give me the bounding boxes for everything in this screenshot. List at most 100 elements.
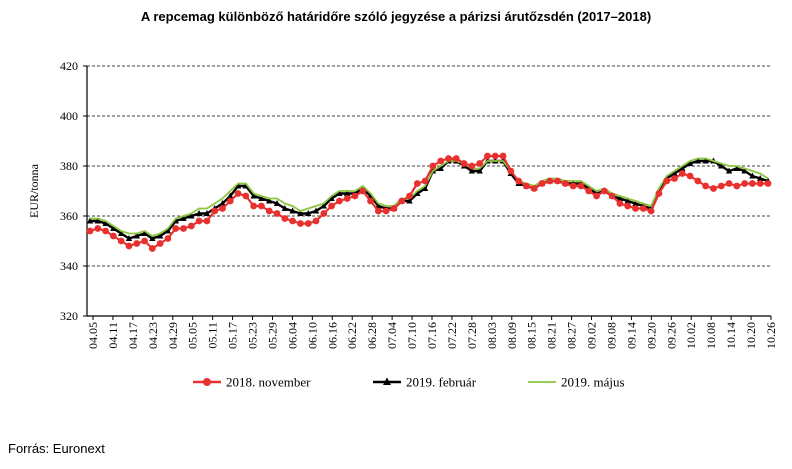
data-point (647, 207, 655, 215)
data-point (616, 195, 624, 201)
data-point (523, 182, 530, 190)
x-tick-label: 07.28 (465, 322, 479, 349)
data-point (343, 195, 351, 202)
x-tick-label: 07.22 (445, 322, 459, 349)
data-point (702, 157, 709, 164)
data-point (125, 242, 133, 250)
x-tick-label: 07.16 (425, 322, 439, 349)
data-point (148, 245, 156, 252)
legend-label: 2019. május (561, 375, 625, 390)
data-point (476, 160, 484, 167)
data-point (187, 222, 195, 230)
y-tick-label: 400 (60, 109, 78, 123)
legend: 2018. november 2019. február 2019. május (193, 375, 625, 390)
data-point (406, 192, 413, 200)
x-tick-label: 04.17 (126, 322, 140, 349)
data-point (273, 210, 281, 217)
x-tick-label: 10.26 (764, 322, 778, 349)
data-point (710, 185, 717, 192)
data-point (632, 205, 639, 212)
data-point (733, 165, 741, 171)
data-point (460, 160, 468, 167)
data-point (437, 157, 445, 165)
x-tick-label: 06.04 (285, 322, 299, 349)
data-point (320, 202, 327, 209)
data-point (343, 190, 351, 196)
data-point (211, 207, 219, 215)
legend-marker (383, 377, 391, 385)
x-tick-label: 06.22 (345, 322, 359, 349)
y-tick-label: 340 (60, 259, 78, 273)
data-point (117, 237, 125, 245)
data-point (328, 195, 335, 201)
data-point (289, 207, 296, 214)
data-point (476, 167, 483, 174)
x-tick-label: 09.14 (624, 322, 638, 349)
x-tick-label: 07.04 (385, 322, 399, 349)
data-point (694, 157, 702, 164)
data-point (312, 217, 320, 225)
data-point (156, 240, 164, 247)
data-point (258, 202, 265, 210)
data-point (328, 202, 335, 210)
data-point (484, 152, 491, 160)
data-point (749, 172, 756, 179)
data-point (679, 165, 686, 171)
x-tick-label: 09.08 (604, 322, 618, 349)
data-point (671, 175, 678, 182)
x-tick-label: 04.11 (106, 322, 120, 349)
data-point (367, 197, 374, 205)
data-point (305, 210, 312, 216)
data-point (195, 210, 203, 216)
data-point (219, 200, 226, 206)
x-tick-label: 08.21 (545, 322, 559, 349)
data-point (663, 177, 671, 185)
data-point (585, 187, 593, 195)
data-point (445, 155, 452, 162)
y-tick-label: 320 (60, 309, 78, 323)
data-point (468, 167, 476, 174)
data-point (639, 205, 647, 212)
data-point (468, 162, 476, 170)
data-point (335, 197, 343, 205)
grid-lines (87, 65, 771, 267)
data-point (608, 192, 616, 200)
data-point (429, 162, 437, 170)
data-point (86, 217, 94, 224)
data-point (554, 177, 561, 185)
data-point (678, 170, 686, 177)
data-point (414, 190, 421, 196)
data-point (491, 152, 499, 160)
data-point (304, 220, 312, 227)
data-point (320, 210, 328, 217)
data-point (133, 240, 141, 247)
data-point (203, 217, 211, 225)
data-point (102, 220, 109, 226)
y-tick-label: 420 (60, 59, 78, 73)
series-line (89, 154, 768, 250)
data-point (741, 180, 749, 187)
data-point (281, 215, 289, 222)
legend-label: 2018. november (226, 375, 311, 390)
data-point (149, 235, 156, 241)
x-tick-label: 09.20 (644, 322, 658, 349)
data-point (600, 187, 608, 195)
data-point (561, 180, 569, 187)
data-point (421, 177, 429, 185)
data-point (234, 182, 242, 189)
data-point (686, 172, 694, 180)
data-point (546, 177, 554, 185)
legend-item-2: 2019. május (528, 375, 625, 390)
data-point (180, 215, 187, 221)
data-point (102, 227, 109, 235)
x-tick-label: 04.29 (166, 322, 180, 349)
data-point (390, 205, 398, 212)
data-point (226, 197, 234, 205)
y-tick-label: 360 (60, 209, 78, 223)
data-point (266, 197, 273, 204)
data-point (437, 165, 444, 171)
data-point (109, 232, 117, 240)
data-point (336, 190, 343, 196)
x-tick-label: 05.05 (186, 322, 200, 349)
source-note: Forrás: Euronext (8, 441, 105, 456)
